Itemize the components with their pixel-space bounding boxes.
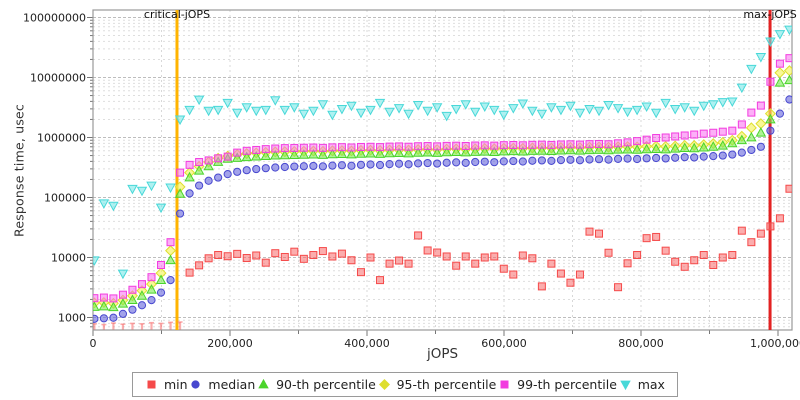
- legend-label: 99-th percentile: [517, 377, 617, 392]
- legend-item-max: max: [619, 377, 665, 392]
- svg-text:200,000: 200,000: [207, 337, 253, 350]
- square-marker-icon: [500, 380, 509, 389]
- svg-text:critical-jOPS: critical-jOPS: [144, 8, 210, 21]
- svg-text:1000: 1000: [58, 312, 86, 325]
- legend-item-90-th-percentile: 90-th percentile: [257, 377, 376, 392]
- legend-item-min: min: [145, 377, 188, 392]
- svg-text:10000: 10000: [51, 252, 86, 265]
- svg-text:max-jOPS: max-jOPS: [743, 8, 796, 21]
- svg-text:1,000,000: 1,000,000: [750, 337, 800, 350]
- svg-text:400,000: 400,000: [344, 337, 390, 350]
- svg-text:10000000: 10000000: [30, 72, 86, 85]
- triangle-down-marker-icon: [619, 380, 631, 391]
- legend-label: max: [637, 377, 665, 392]
- square-marker-icon: [147, 380, 156, 389]
- legend-label: min: [164, 377, 188, 392]
- svg-text:0: 0: [90, 337, 97, 350]
- legend-item-95-th-percentile: 95-th percentile: [378, 377, 497, 392]
- diamond-marker-icon: [378, 378, 390, 391]
- svg-text:100000000: 100000000: [23, 12, 86, 25]
- svg-text:100000: 100000: [44, 192, 86, 205]
- triangle-up-marker-icon: [258, 378, 269, 389]
- svg-text:600,000: 600,000: [481, 337, 527, 350]
- legend-label: median: [208, 377, 256, 392]
- x-axis-title: jOPS: [426, 346, 459, 362]
- legend-item-median: median: [189, 377, 255, 392]
- legend-label: 95-th percentile: [396, 377, 497, 392]
- svg-text:800,000: 800,000: [618, 337, 664, 350]
- svg-text:1000000: 1000000: [37, 132, 86, 145]
- chart-legend: min median 90-th percentile 95-th percentil…: [132, 372, 678, 397]
- legend-item-99-th-percentile: 99-th percentile: [498, 377, 617, 392]
- legend-label: 90-th percentile: [276, 377, 376, 392]
- y-axis-title: Response time, usec: [11, 104, 27, 237]
- circle-marker-icon: [191, 380, 200, 389]
